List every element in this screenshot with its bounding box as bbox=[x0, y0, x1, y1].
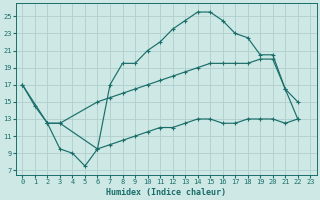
X-axis label: Humidex (Indice chaleur): Humidex (Indice chaleur) bbox=[106, 188, 226, 197]
